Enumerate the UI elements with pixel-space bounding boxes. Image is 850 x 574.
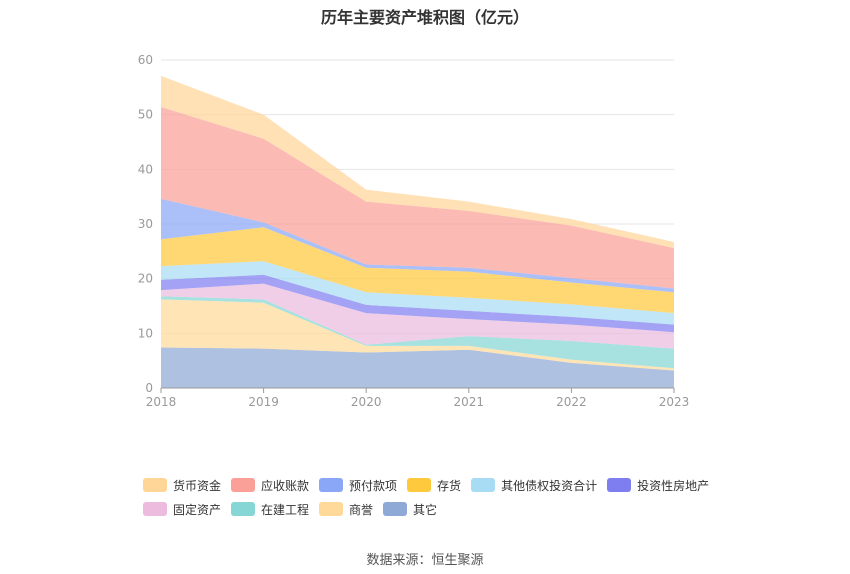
- legend-label: 预付款项: [349, 478, 398, 493]
- legend-swatch: [231, 502, 256, 516]
- y-tick-label: 20: [138, 272, 153, 286]
- legend-label: 固定资产: [173, 502, 222, 517]
- legend-item[interactable]: 其他债权投资合计: [471, 477, 597, 494]
- legend-label: 货币资金: [173, 478, 222, 493]
- data-source-note: 数据来源：恒生聚源: [366, 553, 484, 568]
- legend-item[interactable]: 在建工程: [231, 501, 309, 518]
- legend-swatch: [319, 478, 344, 492]
- legend: 货币资金 应收账款 预付款项 存货 其他债权投资合计 投资性房地产固定资产 在建工程 商誉 其它: [143, 473, 743, 521]
- x-tick-label: 2023: [659, 395, 690, 409]
- legend-swatch: [471, 478, 496, 492]
- area-投资性房地产[interactable]: [161, 274, 674, 333]
- legend-item[interactable]: 货币资金: [143, 477, 221, 494]
- area-商誉[interactable]: [161, 299, 674, 371]
- legend-row: 货币资金 应收账款 预付款项 存货 其他债权投资合计 投资性房地产: [143, 473, 743, 497]
- legend-item[interactable]: 预付款项: [319, 477, 397, 494]
- x-tick-label: 2022: [556, 395, 587, 409]
- legend-label: 存货: [437, 478, 462, 493]
- legend-swatch: [383, 502, 408, 516]
- legend-item[interactable]: 其它: [383, 501, 437, 518]
- y-tick-label: 30: [138, 217, 153, 231]
- legend-label: 投资性房地产: [637, 478, 710, 493]
- x-tick-label: 2020: [351, 395, 382, 409]
- y-tick-label: 40: [138, 162, 153, 176]
- legend-swatch: [231, 478, 256, 492]
- x-tick-label: 2021: [454, 395, 485, 409]
- area-series: [161, 75, 674, 389]
- legend-swatch: [407, 478, 432, 492]
- y-tick-label: 0: [145, 381, 153, 395]
- y-tick-label: 50: [138, 108, 153, 122]
- legend-swatch: [607, 478, 632, 492]
- stacked-area-chart: 0 10 20 30 40 50 60 2018 2019 2020 2021 2022 2023: [138, 53, 690, 409]
- legend-label: 其他债权投资合计: [501, 478, 598, 493]
- legend-label: 应收账款: [261, 478, 310, 493]
- area-其他债权投资合计[interactable]: [161, 261, 674, 325]
- legend-swatch: [319, 502, 344, 516]
- x-tick-label: 2019: [248, 395, 279, 409]
- chart-title: 历年主要资产堆积图（亿元）: [320, 8, 529, 27]
- legend-label: 在建工程: [261, 502, 310, 517]
- area-应收账款[interactable]: [161, 107, 674, 289]
- legend-swatch: [143, 478, 167, 492]
- legend-label: 其它: [413, 502, 438, 517]
- legend-label: 商誉: [349, 502, 374, 517]
- legend-item[interactable]: 存货: [407, 477, 461, 494]
- legend-item[interactable]: 应收账款: [231, 477, 309, 494]
- axes: 0 10 20 30 40 50 60 2018 2019 2020 2021 2022 2023: [138, 53, 690, 409]
- legend-item[interactable]: 投资性房地产: [607, 477, 709, 494]
- y-tick-label: 10: [138, 326, 153, 340]
- area-其它[interactable]: [161, 347, 674, 389]
- legend-item[interactable]: 固定资产: [143, 501, 221, 518]
- area-在建工程[interactable]: [161, 296, 674, 369]
- y-tick-label: 60: [138, 53, 153, 67]
- legend-row: 固定资产 在建工程 商誉 其它: [143, 497, 743, 521]
- area-货币资金[interactable]: [161, 75, 674, 249]
- legend-swatch: [143, 502, 167, 516]
- area-存货[interactable]: [161, 227, 674, 314]
- x-tick-label: 2018: [146, 395, 177, 409]
- legend-item[interactable]: 商誉: [319, 501, 373, 518]
